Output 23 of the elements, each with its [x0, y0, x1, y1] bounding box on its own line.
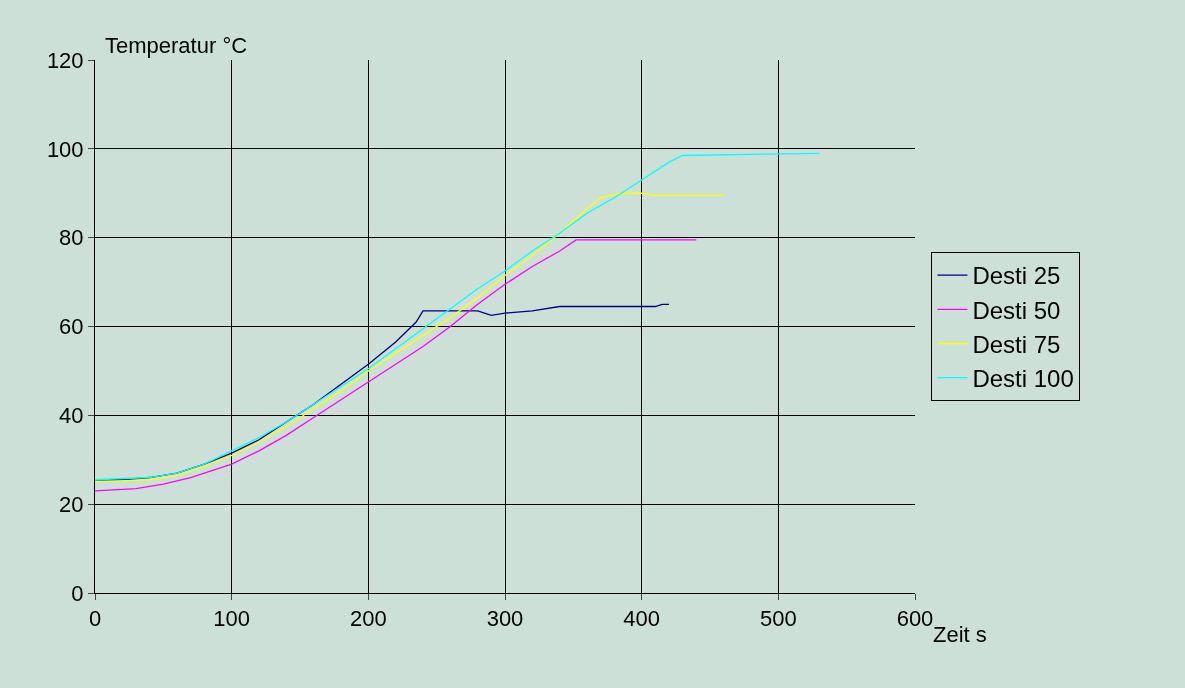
y-tick-label: 100 [46, 136, 84, 162]
line-series [95, 192, 725, 483]
line-series [95, 152, 820, 481]
legend-label: Desti 75 [972, 330, 1061, 358]
y-tick-label: 60 [59, 314, 84, 340]
x-axis-title: Zeit s [933, 622, 987, 647]
y-tick-label: 40 [59, 403, 84, 429]
legend-label: Desti 25 [972, 262, 1061, 290]
legend-label: Desti 100 [972, 365, 1074, 393]
y-tick-label: 0 [71, 580, 84, 606]
x-tick-label: 300 [486, 606, 524, 632]
line-series [95, 239, 697, 492]
y-axis-title: Temperatur °C [105, 33, 248, 58]
y-tick-label: 20 [59, 491, 84, 517]
x-tick-label: 400 [623, 606, 661, 632]
x-tick-label: 200 [349, 606, 387, 632]
y-tick-label: 120 [46, 47, 84, 73]
x-tick-label: 0 [88, 606, 102, 632]
x-tick-label: 600 [896, 606, 934, 632]
legend-label: Desti 50 [972, 296, 1061, 324]
x-tick-label: 100 [213, 606, 251, 632]
y-tick-label: 80 [59, 225, 84, 251]
x-tick-label: 500 [759, 606, 797, 632]
